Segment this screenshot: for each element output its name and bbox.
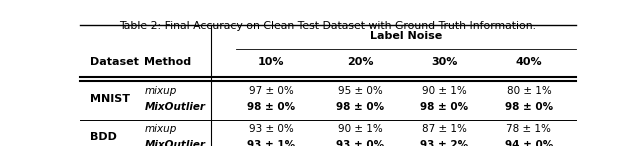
Text: 94 ± 0%: 94 ± 0%	[505, 140, 553, 146]
Text: 10%: 10%	[258, 58, 284, 67]
Text: Method: Method	[145, 58, 191, 67]
Text: 80 ± 1%: 80 ± 1%	[506, 86, 551, 96]
Text: Label Noise: Label Noise	[370, 31, 442, 40]
Text: 20%: 20%	[347, 58, 374, 67]
Text: 78 ± 1%: 78 ± 1%	[506, 124, 551, 134]
Text: 93 ± 0%: 93 ± 0%	[248, 124, 293, 134]
Text: 87 ± 1%: 87 ± 1%	[422, 124, 467, 134]
Text: MixOutlier: MixOutlier	[145, 140, 205, 146]
Text: 93 ± 1%: 93 ± 1%	[247, 140, 295, 146]
Text: mixup: mixup	[145, 86, 177, 96]
Text: 97 ± 0%: 97 ± 0%	[248, 86, 293, 96]
Text: 98 ± 0%: 98 ± 0%	[505, 102, 553, 112]
Text: 90 ± 1%: 90 ± 1%	[422, 86, 467, 96]
Text: 98 ± 0%: 98 ± 0%	[247, 102, 295, 112]
Text: 93 ± 0%: 93 ± 0%	[336, 140, 384, 146]
Text: Dataset: Dataset	[90, 58, 139, 67]
Text: 90 ± 1%: 90 ± 1%	[338, 124, 383, 134]
Text: mixup: mixup	[145, 124, 177, 134]
Text: 95 ± 0%: 95 ± 0%	[338, 86, 383, 96]
Text: Table 2: Final Accuracy on Clean Test Dataset with Ground Truth Information.: Table 2: Final Accuracy on Clean Test Da…	[120, 21, 536, 31]
Text: MixOutlier: MixOutlier	[145, 102, 205, 112]
Text: 40%: 40%	[516, 58, 542, 67]
Text: 98 ± 0%: 98 ± 0%	[336, 102, 384, 112]
Text: MNIST: MNIST	[90, 94, 130, 104]
Text: 98 ± 0%: 98 ± 0%	[420, 102, 468, 112]
Text: 93 ± 2%: 93 ± 2%	[420, 140, 468, 146]
Text: BDD: BDD	[90, 132, 116, 142]
Text: 30%: 30%	[431, 58, 458, 67]
